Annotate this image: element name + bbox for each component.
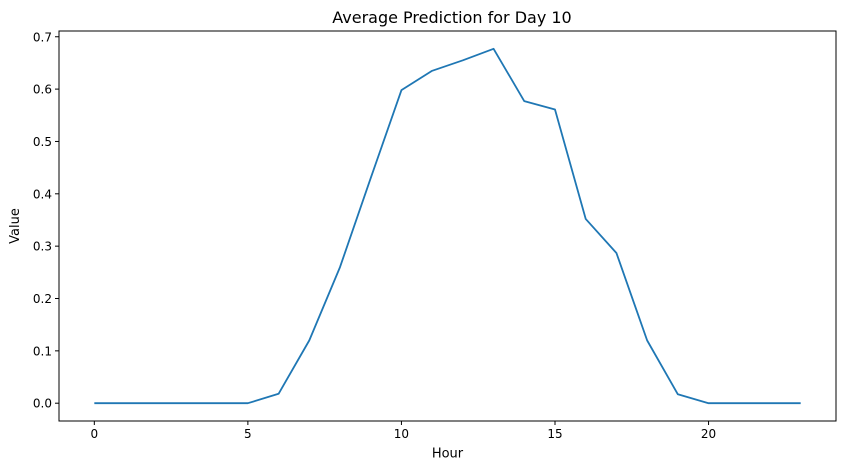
y-tick-label: 0.4 (33, 187, 52, 201)
x-tick-label: 5 (244, 427, 252, 441)
y-tick-label: 0.6 (33, 83, 52, 97)
plot-area: 0 5 10 15 20 0.0 0.1 0.2 0.3 0.4 0.5 0.6 0.7 (33, 30, 837, 441)
y-tick-label: 0.7 (33, 30, 52, 44)
y-tick-label: 0.0 (33, 397, 52, 411)
chart-title: Average Prediction for Day 10 (332, 8, 571, 27)
x-tick-label: 15 (547, 427, 562, 441)
y-axis-label: Value (8, 208, 23, 244)
y-tick-label: 0.3 (33, 240, 52, 254)
y-tick-label: 0.1 (33, 344, 52, 358)
x-tick-label: 0 (90, 427, 98, 441)
axes-frame (58, 30, 837, 422)
y-tick-label: 0.5 (33, 135, 52, 149)
series-line-0 (94, 47, 801, 405)
x-tick-label: 10 (394, 427, 409, 441)
x-tick-label: 20 (701, 427, 716, 441)
x-axis-label: Hour (432, 447, 464, 462)
y-tick-label: 0.2 (33, 292, 52, 306)
